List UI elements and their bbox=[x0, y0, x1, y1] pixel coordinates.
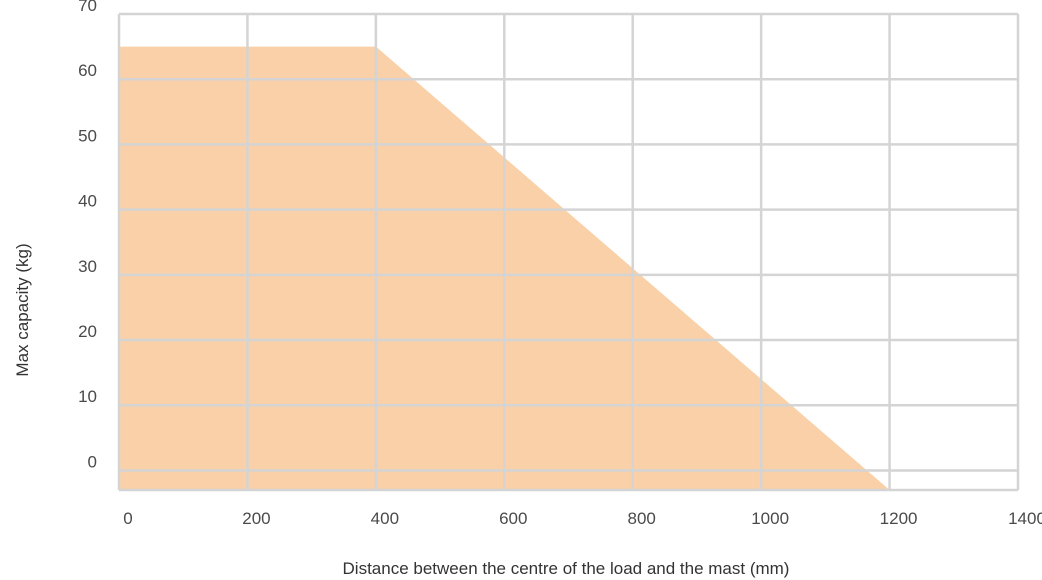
x-tick-label: 200 bbox=[242, 509, 270, 528]
y-axis-title: Max capacity (kg) bbox=[13, 243, 32, 376]
y-tick-label: 30 bbox=[78, 257, 97, 276]
x-axis-ticks: 0 200 400 600 800 1000 1200 1400 bbox=[123, 509, 1042, 528]
y-tick-label: 70 bbox=[78, 0, 97, 15]
x-tick-label: 1200 bbox=[880, 509, 918, 528]
x-tick-label: 600 bbox=[499, 509, 527, 528]
x-tick-label: 1400 bbox=[1008, 509, 1042, 528]
x-axis-title: Distance between the centre of the load … bbox=[343, 559, 790, 578]
x-tick-label: 1000 bbox=[751, 509, 789, 528]
y-tick-label: 40 bbox=[78, 192, 97, 211]
x-tick-label: 400 bbox=[371, 509, 399, 528]
y-tick-label: 50 bbox=[78, 126, 97, 145]
x-tick-label: 800 bbox=[628, 509, 656, 528]
x-tick-label: 0 bbox=[123, 509, 132, 528]
y-axis-ticks: 0 10 20 30 40 50 60 70 bbox=[78, 0, 97, 471]
y-tick-label: 20 bbox=[78, 322, 97, 341]
y-tick-label: 10 bbox=[78, 387, 97, 406]
y-tick-label: 60 bbox=[78, 61, 97, 80]
y-tick-label: 0 bbox=[88, 452, 97, 471]
grid-layer bbox=[117, 12, 1020, 492]
